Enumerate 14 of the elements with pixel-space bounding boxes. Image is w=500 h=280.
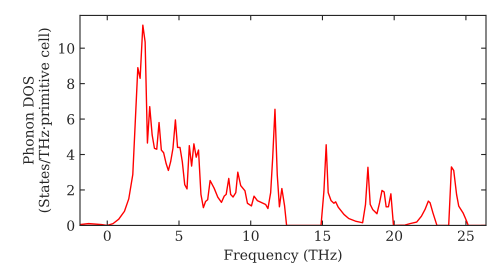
- x-tick-label: 20: [386, 230, 402, 242]
- y-tick-label: 0: [67, 220, 74, 231]
- x-tick-label: 15: [315, 230, 330, 242]
- y-tick-label: 8: [67, 78, 74, 90]
- y-tick-label: 4: [66, 149, 74, 160]
- y-axis-title: Phonon DOS (States/THz·primitive cell): [22, 28, 52, 212]
- x-tick-label: 10: [244, 230, 259, 242]
- y-tick-label: 2: [67, 184, 74, 196]
- x-tick-label: 25: [458, 230, 474, 242]
- y-tick-label: 10: [59, 43, 74, 54]
- x-axis-title: Frequency (THz): [224, 249, 342, 263]
- x-tick-label: 5: [176, 230, 182, 242]
- y-tick-label: 6: [67, 114, 74, 125]
- x-tick-label: 0: [104, 230, 111, 242]
